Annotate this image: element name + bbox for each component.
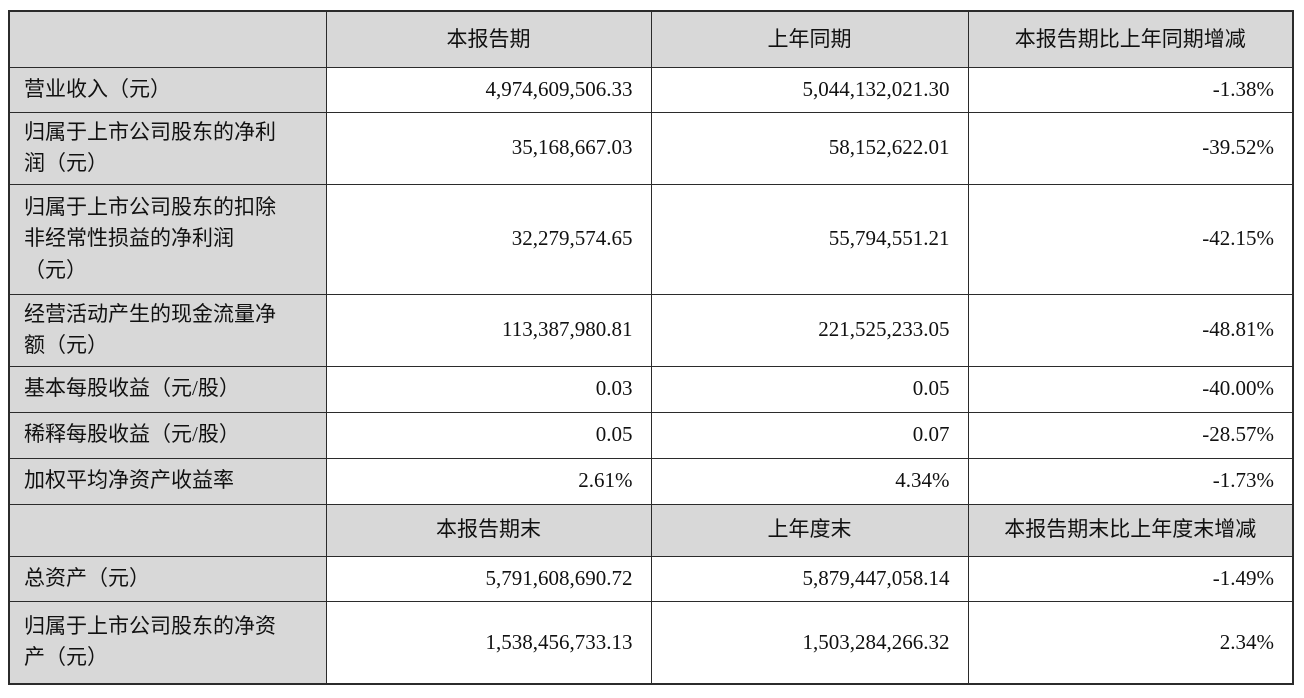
value-prior: 1,503,284,266.32 xyxy=(650,600,969,685)
value-current: 32,279,574.65 xyxy=(325,183,652,295)
table-row-net-profit-excl-nonrecurring: 归属于上市公司股东的扣除非经常性损益的净利润（元） 32,279,574.65 … xyxy=(8,183,1294,295)
value-prior: 0.05 xyxy=(650,365,969,413)
row-label: 基本每股收益（元/股） xyxy=(8,365,327,413)
value-prior: 0.07 xyxy=(650,411,969,459)
row-label: 归属于上市公司股东的净利润（元） xyxy=(8,111,327,185)
table-row-basic-eps: 基本每股收益（元/股） 0.03 0.05 -40.00% xyxy=(8,365,1294,413)
financial-summary-table: 本报告期 上年同期 本报告期比上年同期增减 营业收入（元） 4,974,609,… xyxy=(8,10,1294,685)
table-row-net-assets: 归属于上市公司股东的净资产（元） 1,538,456,733.13 1,503,… xyxy=(8,600,1294,685)
value-prior: 5,044,132,021.30 xyxy=(650,66,969,113)
row-label: 加权平均净资产收益率 xyxy=(8,457,327,505)
value-change: -1.38% xyxy=(967,66,1294,113)
table-row-diluted-eps: 稀释每股收益（元/股） 0.05 0.07 -28.57% xyxy=(8,411,1294,459)
corner-cell xyxy=(8,503,327,557)
value-current: 0.05 xyxy=(325,411,652,459)
value-prior: 221,525,233.05 xyxy=(650,293,969,367)
column-header-current-period: 本报告期 xyxy=(325,10,652,68)
table-row-weighted-avg-roe: 加权平均净资产收益率 2.61% 4.34% -1.73% xyxy=(8,457,1294,505)
table-row-operating-cash-flow: 经营活动产生的现金流量净额（元） 113,387,980.81 221,525,… xyxy=(8,293,1294,367)
value-change: 2.34% xyxy=(967,600,1294,685)
corner-cell xyxy=(8,10,327,68)
column-header-period-change: 本报告期比上年同期增减 xyxy=(967,10,1294,68)
value-change: -40.00% xyxy=(967,365,1294,413)
value-prior: 55,794,551.21 xyxy=(650,183,969,295)
row-label: 归属于上市公司股东的扣除非经常性损益的净利润（元） xyxy=(8,183,327,295)
value-change: -39.52% xyxy=(967,111,1294,185)
value-current: 113,387,980.81 xyxy=(325,293,652,367)
value-current: 1,538,456,733.13 xyxy=(325,600,652,685)
column-header-current-period-end: 本报告期末 xyxy=(325,503,652,557)
value-prior: 58,152,622.01 xyxy=(650,111,969,185)
header-row-period: 本报告期 上年同期 本报告期比上年同期增减 xyxy=(8,10,1294,68)
value-change: -28.57% xyxy=(967,411,1294,459)
row-label: 经营活动产生的现金流量净额（元） xyxy=(8,293,327,367)
value-change: -1.73% xyxy=(967,457,1294,505)
value-current: 4,974,609,506.33 xyxy=(325,66,652,113)
value-current: 5,791,608,690.72 xyxy=(325,555,652,602)
row-label: 总资产（元） xyxy=(8,555,327,602)
row-label: 营业收入（元） xyxy=(8,66,327,113)
value-current: 0.03 xyxy=(325,365,652,413)
value-current: 35,168,667.03 xyxy=(325,111,652,185)
header-row-period-end: 本报告期末 上年度末 本报告期末比上年度末增减 xyxy=(8,503,1294,557)
value-change: -42.15% xyxy=(967,183,1294,295)
column-header-prior-year-end: 上年度末 xyxy=(650,503,969,557)
value-change: -48.81% xyxy=(967,293,1294,367)
column-header-prior-period: 上年同期 xyxy=(650,10,969,68)
value-current: 2.61% xyxy=(325,457,652,505)
value-prior: 4.34% xyxy=(650,457,969,505)
table-row-total-assets: 总资产（元） 5,791,608,690.72 5,879,447,058.14… xyxy=(8,555,1294,602)
value-change: -1.49% xyxy=(967,555,1294,602)
value-prior: 5,879,447,058.14 xyxy=(650,555,969,602)
row-label: 归属于上市公司股东的净资产（元） xyxy=(8,600,327,685)
table-row-net-profit: 归属于上市公司股东的净利润（元） 35,168,667.03 58,152,62… xyxy=(8,111,1294,185)
column-header-period-end-change: 本报告期末比上年度末增减 xyxy=(967,503,1294,557)
table-row-operating-revenue: 营业收入（元） 4,974,609,506.33 5,044,132,021.3… xyxy=(8,66,1294,113)
row-label: 稀释每股收益（元/股） xyxy=(8,411,327,459)
